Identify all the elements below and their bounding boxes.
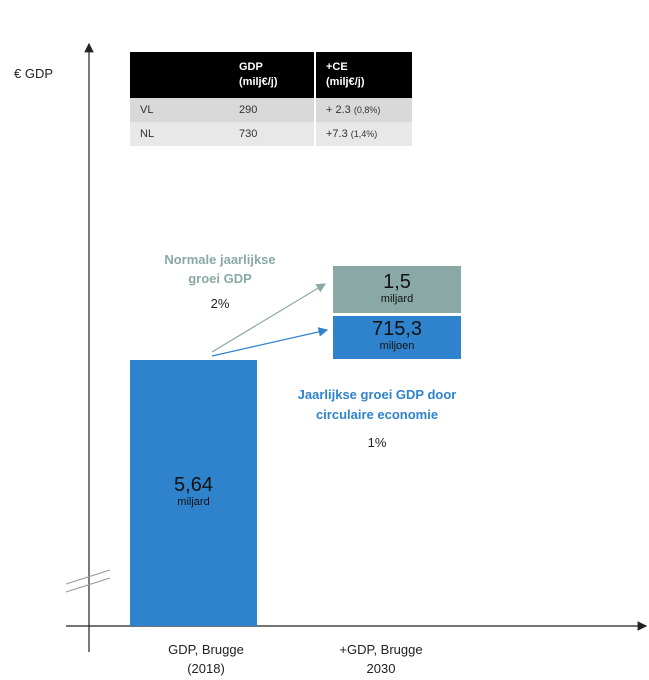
stack-normal-growth [333,266,461,313]
stack-normal-growth-label: 1,5 miljard [333,271,461,305]
x-tick-line: (2018) [187,661,225,676]
annotation-line: Jaarlijkse groei GDP door [297,387,457,402]
arrow-circular-growth [211,327,329,357]
table-header-cell: GDP (milj€/j) [229,52,316,98]
table-row: NL 730 +7.3 (1,4%) [130,122,412,146]
x-tick-label: +GDP, Brugge 2030 [306,640,456,678]
stack-unit: miljoen [379,340,415,352]
axis-break-mark [65,577,111,593]
stack-unit: miljard [380,293,414,305]
table-cell-ce: + 2.3 (0,8%) [316,98,412,122]
table-cell-ce: +7.3 (1,4%) [316,122,412,146]
bar-value: 5,64 [174,474,213,496]
stack-circular-growth-label: 715,3 miljoen [333,318,461,352]
x-tick-line: GDP, Brugge [168,642,244,657]
table-cell-region: NL [130,122,229,146]
annotation-normal-growth: Normale jaarlijkse groei GDP [120,250,320,288]
annotation-line: groei GDP [188,271,252,286]
x-tick-label: GDP, Brugge (2018) [131,640,281,678]
table-cell-region: VL [130,98,229,122]
table-cell-gdp: 730 [229,122,316,146]
annotation-line: circulaire economie [315,407,439,422]
ce-pct: (0,8%) [353,105,381,115]
ce-pct: (1,4%) [350,129,378,139]
y-axis-label: € GDP [14,66,54,81]
bar-gdp-2018-label: 5,64 miljard [130,474,257,508]
table-header-cell: +CE (milj€/j) [316,52,412,98]
x-tick-line: +GDP, Brugge [339,642,423,657]
annotation-circular-growth-pct: 1% [367,435,387,450]
ce-value: + 2.3 [326,104,351,116]
table-cell-gdp: 290 [229,98,316,122]
table-row: VL 290 + 2.3 (0,8%) [130,98,412,122]
arrow-normal-growth [211,283,327,353]
x-tick-line: 2030 [366,661,396,676]
table-header-line: +CE [326,61,348,73]
stack-circular-growth [333,316,461,359]
annotation-normal-growth-pct: 2% [210,296,230,311]
stack-value: 1,5 [383,271,411,293]
table-header-line: (milj€/j) [326,76,365,88]
ce-value: +7.3 [326,128,348,140]
table-header-line: (milj€/j) [239,76,278,88]
bar-unit: miljard [177,496,210,508]
annotation-circular-growth: Jaarlijkse groei GDP door circulaire eco… [262,385,492,425]
table-header-line: GDP [239,61,263,73]
annotation-line: Normale jaarlijkse [164,252,276,267]
axis-break-mark [65,569,111,585]
bar-gdp-2018 [130,360,257,626]
stack-value: 715,3 [371,318,423,340]
table-header-row: GDP (milj€/j) +CE (milj€/j) [130,52,412,98]
data-table: GDP (milj€/j) +CE (milj€/j) VL 290 + 2.3… [130,52,412,146]
table-header-cell [130,52,229,98]
